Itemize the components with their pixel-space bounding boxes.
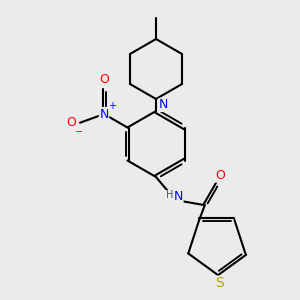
- Text: N: N: [99, 107, 109, 121]
- Text: O: O: [66, 116, 76, 129]
- Text: H: H: [166, 190, 173, 200]
- Text: O: O: [216, 169, 226, 182]
- Text: N: N: [174, 190, 183, 203]
- Text: N: N: [159, 98, 168, 112]
- Text: S: S: [215, 276, 224, 290]
- Text: −: −: [74, 127, 83, 137]
- Text: O: O: [99, 73, 109, 86]
- Text: +: +: [108, 100, 116, 111]
